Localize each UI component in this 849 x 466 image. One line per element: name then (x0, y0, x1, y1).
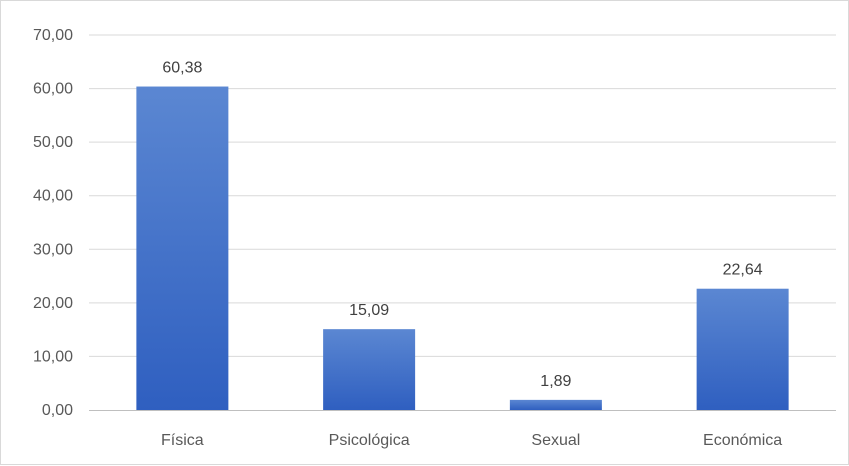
bar-1 (323, 329, 416, 410)
y-tick-label: 60,00 (33, 81, 73, 98)
y-tick-label: 20,00 (33, 295, 73, 312)
data-label-2: 1,89 (540, 373, 571, 390)
x-tick-label-0: Física (161, 432, 204, 449)
y-tick-label: 40,00 (33, 188, 73, 205)
x-tick-label-1: Psicológica (329, 432, 410, 449)
data-label-0: 60,38 (162, 60, 202, 77)
y-tick-label: 30,00 (33, 241, 73, 258)
bars (136, 86, 789, 411)
data-label-3: 22,64 (723, 262, 763, 279)
y-tick-label: 70,00 (33, 27, 73, 44)
x-tick-label-2: Sexual (531, 432, 580, 449)
y-tick-label: 50,00 (33, 134, 73, 151)
data-labels: 60,38 15,09 1,89 22,64 (162, 60, 762, 390)
x-tick-label-3: Económica (703, 432, 782, 449)
bar-0 (136, 86, 229, 411)
data-label-1: 15,09 (349, 302, 389, 319)
bar-3 (696, 288, 789, 410)
bar-2 (509, 399, 602, 410)
y-tick-label: 10,00 (33, 348, 73, 365)
y-tick-label: 0,00 (42, 402, 73, 419)
x-axis-tick-labels: Física Psicológica Sexual Económica (161, 432, 782, 449)
y-axis-tick-labels: 0,00 10,00 20,00 30,00 40,00 50,00 60,00 70,00 (33, 27, 73, 419)
